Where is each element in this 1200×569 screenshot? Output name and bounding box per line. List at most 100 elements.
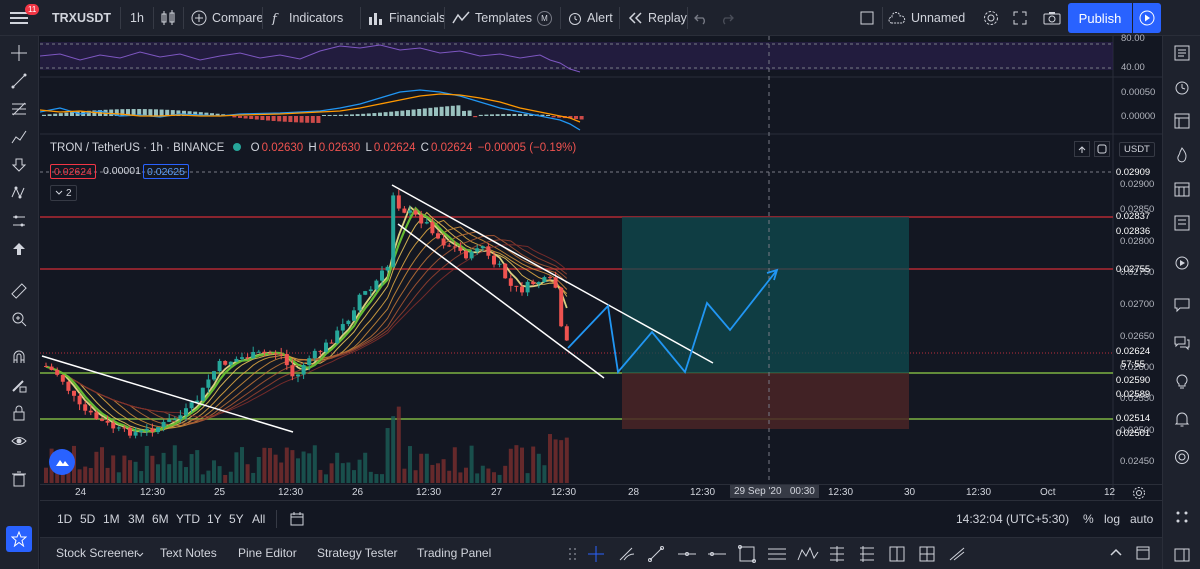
- notifications-button[interactable]: [1171, 408, 1193, 430]
- candle-body: [55, 369, 60, 375]
- ruler-icon: [11, 283, 27, 299]
- indicators-collapse-button[interactable]: 2: [50, 185, 77, 201]
- favorite-drawing-tools[interactable]: [588, 544, 978, 564]
- tab-stock-screener[interactable]: Stock Screener: [56, 546, 139, 560]
- range-1m[interactable]: 1M: [103, 512, 120, 526]
- templates-button[interactable]: Templates M: [452, 0, 552, 36]
- brush-tool[interactable]: [8, 126, 30, 148]
- hotlist-button[interactable]: [1171, 144, 1193, 166]
- financials-button[interactable]: Financials: [368, 0, 445, 36]
- fullscreen-button[interactable]: [1013, 0, 1027, 36]
- fib-tool[interactable]: [8, 98, 30, 120]
- time-label: Oct: [1040, 487, 1056, 498]
- fast-ma-line: [45, 206, 472, 434]
- percent-toggle[interactable]: %: [1083, 512, 1094, 526]
- pattern-tool[interactable]: [8, 182, 30, 204]
- chats-button[interactable]: [1171, 294, 1193, 316]
- forecast-tool[interactable]: [8, 210, 30, 232]
- range-5d[interactable]: 5D: [80, 512, 96, 526]
- volume-bar: [77, 469, 82, 483]
- range-3m[interactable]: 3M: [128, 512, 145, 526]
- ohlc-values: O 0.02630 H 0.02630 L 0.02624 C 0.02624 −0.0…: [250, 142, 577, 154]
- chart-area[interactable]: 0.02900 0.02850 0.02800 0.02750 0.02700 0.026…: [40, 33, 1162, 500]
- axis-settings-icon[interactable]: [1132, 486, 1146, 500]
- volume-bar: [223, 474, 228, 483]
- menu-button[interactable]: [10, 0, 28, 36]
- arrow-up-tool[interactable]: [8, 238, 30, 260]
- interval-button[interactable]: 1h: [130, 11, 144, 25]
- calendar-icon[interactable]: [290, 512, 304, 526]
- panel-toggle-button[interactable]: [1171, 544, 1193, 566]
- alert-button[interactable]: Alert: [568, 0, 613, 36]
- clock-timezone[interactable]: 14:32:04 (UTC+5:30): [956, 512, 1070, 526]
- chevron-down-icon[interactable]: [136, 552, 144, 558]
- settings-button[interactable]: [983, 0, 999, 36]
- magnet-tool[interactable]: [8, 346, 30, 368]
- range-all[interactable]: All: [252, 512, 266, 526]
- log-toggle[interactable]: log: [1104, 512, 1121, 526]
- layout-select-button[interactable]: [860, 0, 874, 36]
- auto-toggle[interactable]: auto: [1130, 512, 1154, 526]
- range-6m[interactable]: 6M: [152, 512, 169, 526]
- tab-text-notes[interactable]: Text Notes: [160, 546, 217, 560]
- snapshot-button[interactable]: [1043, 0, 1061, 36]
- tab-strategy-tester[interactable]: Strategy Tester: [317, 546, 398, 560]
- restore-pane-button[interactable]: [1094, 141, 1110, 157]
- time-axis[interactable]: 24 12:30 25 12:30 26 12:30 27 12:30 28 1…: [40, 484, 1162, 500]
- chart-type-button[interactable]: [160, 0, 176, 36]
- redo-button[interactable]: [720, 0, 734, 36]
- macd-histogram-bar: [518, 114, 522, 116]
- ruler-tool[interactable]: [8, 280, 30, 302]
- crosshair-tool[interactable]: [8, 42, 30, 64]
- macd-histogram-bar: [299, 116, 304, 123]
- indicators-label: Indicators: [289, 11, 344, 25]
- macd-histogram-bar: [92, 110, 97, 116]
- trend-line-tool[interactable]: [8, 70, 30, 92]
- indicators-button[interactable]: f Indicators: [270, 0, 343, 36]
- remove-drawings-tool[interactable]: [8, 468, 30, 490]
- maximize-panel-icon[interactable]: [1136, 546, 1150, 560]
- compare-button[interactable]: Compare: [191, 0, 263, 36]
- lock-tool[interactable]: [8, 402, 30, 424]
- zoom-tool[interactable]: [8, 308, 30, 330]
- calendar-button[interactable]: [1171, 178, 1193, 200]
- more-button[interactable]: [1171, 506, 1193, 528]
- layout-name-button[interactable]: Unnamed: [888, 0, 965, 36]
- bid-price[interactable]: 0.02624: [50, 164, 96, 179]
- macd-histogram-bar: [512, 114, 517, 116]
- candle-body: [447, 245, 452, 247]
- publish-menu-button[interactable]: [1133, 3, 1161, 33]
- tv-logo[interactable]: [49, 449, 75, 475]
- replay-button[interactable]: Replay: [627, 0, 687, 36]
- range-1d[interactable]: 1D: [57, 512, 73, 526]
- price-axis-label: 0.02600: [1120, 362, 1154, 373]
- volume-bar: [368, 471, 373, 483]
- data-window-button[interactable]: [1171, 110, 1193, 132]
- visibility-tool[interactable]: [8, 430, 30, 452]
- scroll-up-button[interactable]: [1074, 141, 1090, 157]
- watchlist-button[interactable]: [1171, 42, 1193, 64]
- lock-drawings-tool[interactable]: [8, 374, 30, 396]
- ask-price[interactable]: 0.02625: [143, 164, 189, 179]
- undo-button[interactable]: [694, 0, 708, 36]
- help-button[interactable]: [1171, 446, 1193, 468]
- range-1y[interactable]: 1Y: [207, 512, 222, 526]
- drag-handle-icon[interactable]: [568, 546, 578, 562]
- range-ytd[interactable]: YTD: [176, 512, 200, 526]
- ideas-stream-button[interactable]: [1171, 212, 1193, 234]
- symbol-search[interactable]: TRXUSDT: [52, 11, 112, 25]
- tab-pine-editor[interactable]: Pine Editor: [238, 546, 297, 560]
- time-label: 12:30: [966, 487, 992, 498]
- arrow-down-tool[interactable]: [8, 154, 30, 176]
- range-5y[interactable]: 5Y: [229, 512, 244, 526]
- ideas-button[interactable]: [1171, 370, 1193, 392]
- collapse-panel-icon[interactable]: [1110, 548, 1122, 558]
- streams-button[interactable]: [1171, 252, 1193, 274]
- alerts-button[interactable]: [1171, 76, 1193, 98]
- tab-trading-panel[interactable]: Trading Panel: [417, 546, 492, 560]
- rsi-axis-label: 80.00: [1121, 33, 1145, 44]
- currency-button[interactable]: USDT: [1119, 142, 1155, 157]
- private-chats-button[interactable]: [1171, 332, 1193, 354]
- publish-button[interactable]: Publish: [1068, 3, 1132, 33]
- favorites-tool[interactable]: [6, 526, 32, 552]
